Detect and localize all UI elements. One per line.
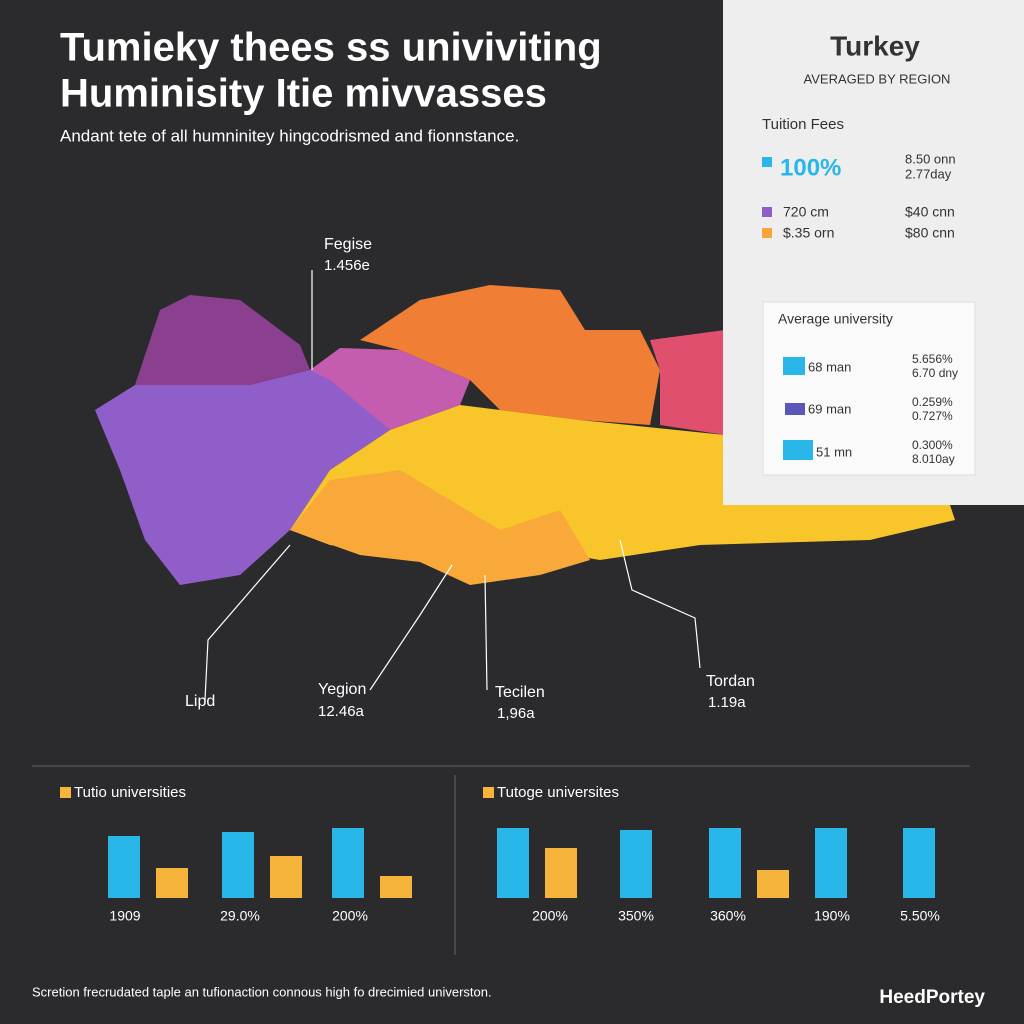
row-label: 69 man — [808, 401, 851, 416]
bar — [620, 830, 652, 898]
title: Huminisity Itie mivvasses — [60, 72, 547, 116]
region — [95, 370, 390, 585]
callout-label: Yegion — [318, 681, 366, 698]
legend-label: $.35 orn — [783, 225, 834, 241]
swatch — [762, 157, 772, 167]
x-label: 1909 — [109, 908, 140, 924]
legend-value: $40 cnn — [905, 204, 955, 220]
legend-label: Tutio universities — [74, 784, 186, 801]
callout-value: 1.456e — [324, 257, 370, 274]
legend-swatch — [483, 787, 494, 798]
title: Tumieky thees ss univiviting — [60, 26, 602, 70]
row-value: 0.259% — [912, 395, 953, 409]
legend-value: $80 cnn — [905, 225, 955, 241]
callout-value: 1,96a — [497, 705, 535, 722]
region — [650, 330, 725, 435]
brand: HeedPortey — [879, 987, 985, 1008]
x-label: 5.50% — [900, 908, 940, 924]
note: 8.50 onn — [905, 151, 956, 166]
side-panel: Turkey AVERAGED BY REGION Tuition Fees 1… — [723, 0, 1024, 505]
panel-subtitle: AVERAGED BY REGION — [804, 71, 951, 86]
swatch — [762, 207, 772, 217]
box-title: Average university — [778, 311, 893, 327]
row-value: 0.727% — [912, 409, 953, 423]
row-label: 68 man — [808, 359, 851, 374]
region — [360, 285, 660, 425]
row-label: 51 mn — [816, 444, 852, 459]
section-title: Tuition Fees — [762, 116, 844, 133]
bar — [156, 868, 188, 898]
legend-label: 720 cm — [783, 204, 829, 220]
callout-value: 1.19a — [708, 694, 746, 711]
icon — [785, 403, 805, 415]
callout-label: Tecilen — [495, 684, 545, 701]
bar — [903, 828, 935, 898]
bar — [545, 848, 577, 898]
region — [135, 295, 310, 385]
bar — [380, 876, 412, 898]
region — [310, 348, 470, 430]
row-value: 5.656% — [912, 352, 953, 366]
bar — [709, 828, 741, 898]
panel-title: Turkey — [830, 30, 920, 61]
row-value: 0.300% — [912, 438, 953, 452]
row-value: 8.010ay — [912, 452, 955, 466]
callout-label: Fegise — [324, 236, 372, 253]
legend-label: Tutoge universites — [497, 784, 619, 801]
bar — [332, 828, 364, 898]
swatch — [762, 228, 772, 238]
legend-swatch — [60, 787, 71, 798]
bar — [270, 856, 302, 898]
note: 2.77day — [905, 166, 952, 181]
callout-lines — [204, 270, 701, 701]
row-value: 6.70 dny — [912, 366, 958, 380]
region — [290, 470, 590, 585]
bar — [497, 828, 529, 898]
x-label: 29.0% — [220, 908, 260, 924]
x-label: 200% — [532, 908, 568, 924]
x-label: 200% — [332, 908, 368, 924]
callout-label: Lipd — [185, 693, 215, 710]
icon — [783, 440, 813, 460]
subtitle: Andant tete of all humninitey hingcodris… — [60, 126, 519, 145]
headline: 100% — [780, 154, 841, 181]
icon — [783, 357, 805, 375]
callout-value: 12.46a — [318, 703, 365, 720]
footnote: Scretion frecrudated taple an tufionacti… — [32, 984, 492, 999]
bar — [108, 836, 140, 898]
bar — [757, 870, 789, 898]
x-label: 190% — [814, 908, 850, 924]
map — [95, 270, 955, 701]
bar — [815, 828, 847, 898]
callout-label: Tordan — [706, 673, 755, 690]
x-label: 360% — [710, 908, 746, 924]
x-label: 350% — [618, 908, 654, 924]
bar — [222, 832, 254, 898]
